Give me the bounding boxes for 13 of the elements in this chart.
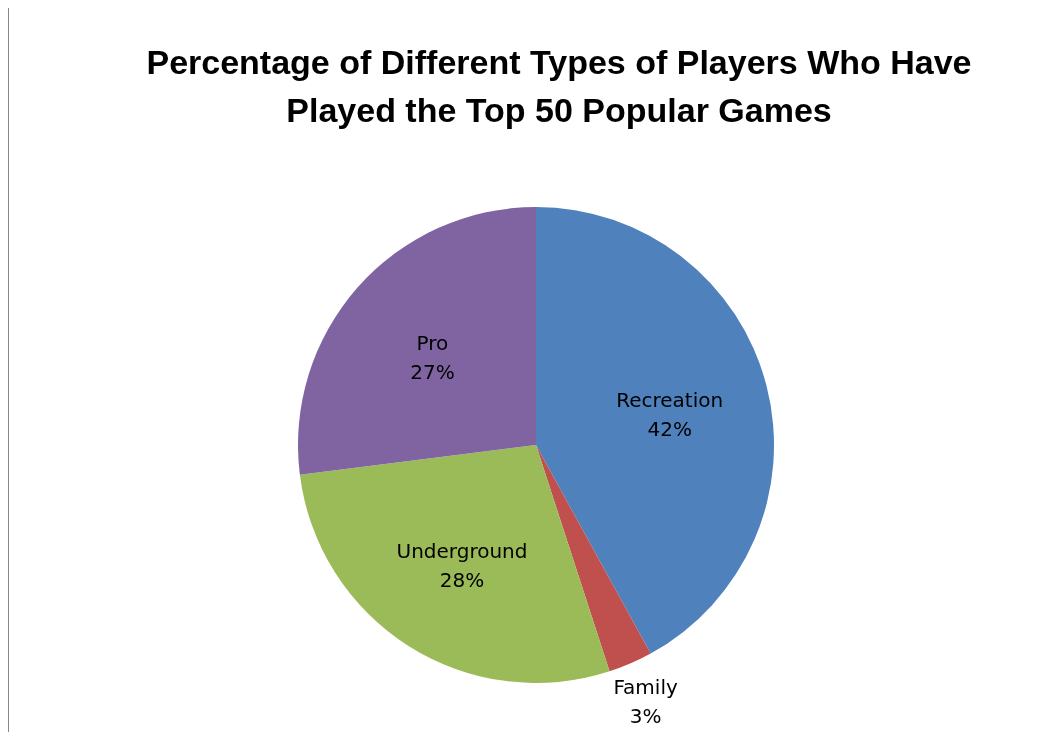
data-label: 3% <box>629 704 662 729</box>
data-label: 27% <box>410 359 455 384</box>
slice-label: Recreation <box>616 387 724 412</box>
chart-title: Percentage of Different Types of Players Who Have Played the Top 50 Popular Games <box>145 42 973 131</box>
pie-slice <box>536 445 651 672</box>
pie-slice <box>299 445 610 683</box>
slice-label: Underground <box>396 538 528 563</box>
data-label: 42% <box>647 416 692 441</box>
pie-slice <box>298 207 536 475</box>
data-label: 28% <box>439 567 485 592</box>
pie-slice <box>536 207 774 654</box>
slice-label: Family <box>613 675 678 700</box>
slice-label: Pro <box>416 330 449 355</box>
